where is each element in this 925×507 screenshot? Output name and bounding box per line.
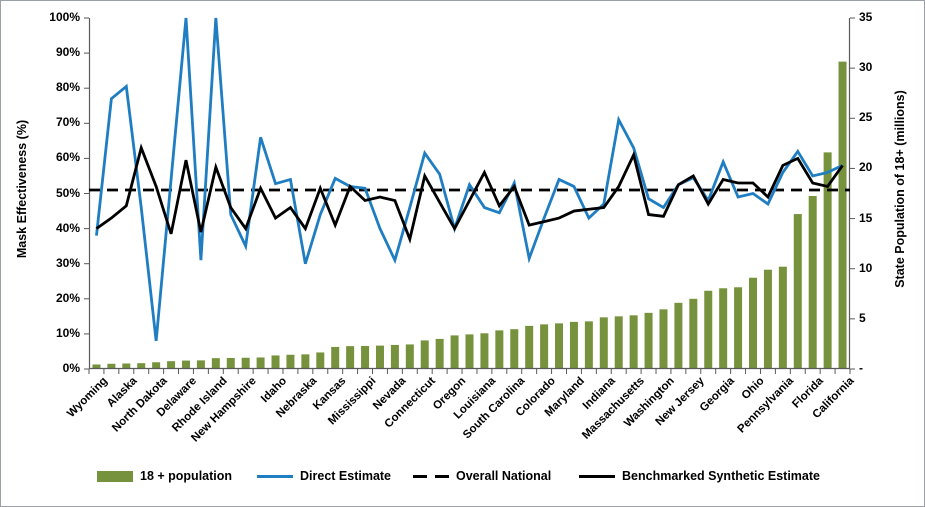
population-bar (256, 357, 265, 369)
population-bar (510, 329, 519, 369)
population-bar (375, 345, 384, 369)
y-axis-tick-label: 0% (62, 361, 80, 375)
legend-bar-swatch-icon (97, 470, 133, 482)
population-bar (167, 361, 176, 369)
legend-blue-line-icon (257, 474, 293, 478)
y-axis-tick-label: 50% (55, 185, 80, 200)
population-bar (361, 345, 370, 369)
legend-label: Direct Estimate (300, 469, 392, 483)
population-bar (271, 355, 280, 369)
y-axis-tick-label: 15 (859, 210, 873, 225)
population-bar (584, 321, 593, 369)
population-bar (793, 214, 802, 369)
population-bar (211, 358, 220, 369)
population-bar (331, 346, 340, 369)
population-bar (405, 344, 414, 369)
legend-label: 18 + population (140, 469, 233, 483)
population-bar (420, 340, 429, 369)
population-bar (226, 357, 235, 369)
population-bar (346, 346, 355, 369)
population-bar (763, 269, 772, 369)
y-axis-tick-label: 25 (859, 110, 873, 125)
legend-item: Direct Estimate (257, 459, 391, 493)
right-axis-title-text: State Population of 18+ (millions) (893, 89, 907, 288)
legend-item: 18 + population (97, 459, 232, 493)
population-bar (480, 333, 489, 369)
population-bar (644, 312, 653, 369)
y-axis-tick-label: 90% (55, 45, 80, 60)
population-bar (749, 277, 758, 369)
legend-black-line-icon (579, 474, 615, 478)
population-bar (540, 324, 549, 369)
population-bar (823, 152, 832, 369)
y-axis-tick-label: 5 (859, 310, 866, 325)
chart-canvas (84, 17, 855, 374)
population-bar (734, 287, 743, 369)
population-bar (181, 360, 190, 369)
direct-estimate-line (95, 17, 844, 342)
population-bar (196, 360, 205, 369)
legend-item: Overall National (413, 459, 551, 493)
population-bar (629, 315, 638, 369)
population-bar (704, 290, 713, 369)
population-bar (152, 362, 161, 369)
population-bar (241, 357, 250, 369)
population-bar (674, 302, 683, 369)
population-bar (599, 317, 608, 369)
y-axis-tick-label: 100% (49, 10, 80, 24)
x-axis-label: Ohio (739, 375, 767, 403)
y-axis-tick-label: 30 (859, 60, 873, 75)
left-axis-title: Mask Effectiveness (%) (7, 1, 37, 376)
plot-area (84, 17, 855, 374)
population-bar (838, 61, 847, 369)
population-bar (465, 334, 474, 369)
legend-label: Overall National (456, 469, 552, 483)
left-axis-title-text: Mask Effectiveness (%) (15, 119, 30, 258)
legend-item: Benchmarked Synthetic Estimate (579, 459, 820, 493)
y-axis-tick-label: 20 (859, 160, 873, 175)
y-axis-tick-label: 10% (55, 325, 80, 340)
y-axis-tick-label: 60% (55, 150, 80, 165)
population-bar (286, 354, 295, 369)
y-axis-tick-label: 80% (55, 80, 80, 95)
y-axis-tick-label: 20% (55, 290, 80, 305)
population-bar (778, 266, 787, 369)
y-axis-tick-label: 10 (859, 260, 873, 275)
chart-legend: 18 + population Direct Estimate Overall Na… (1, 459, 924, 493)
population-bar (107, 363, 116, 369)
population-bar (92, 364, 101, 369)
benchmarked-synthetic-line (95, 143, 844, 244)
y-axis-tick-label: 40% (55, 220, 80, 235)
population-bar (555, 323, 564, 369)
population-bar (122, 363, 131, 369)
y-axis-tick-label: 35 (859, 10, 873, 24)
y-axis-tick-label: 70% (55, 115, 80, 130)
population-bar (137, 363, 146, 369)
population-bar (435, 338, 444, 369)
population-bar (614, 316, 623, 369)
population-bar (569, 321, 578, 369)
population-bar (495, 330, 504, 369)
legend-label: Benchmarked Synthetic Estimate (622, 469, 820, 483)
y-axis-tick-label: - (859, 361, 863, 375)
population-bar (659, 309, 668, 369)
population-bar (301, 354, 310, 369)
population-bar (808, 196, 817, 369)
legend-dashed-line-icon (413, 474, 449, 478)
population-bar (689, 298, 698, 369)
population-bar (390, 344, 399, 369)
population-bar (450, 335, 459, 369)
population-bar (525, 325, 534, 369)
y-axis-tick-label: 30% (55, 255, 80, 270)
right-axis-title: State Population of 18+ (millions) (885, 1, 915, 376)
population-bar (316, 352, 325, 369)
population-bar (719, 288, 728, 369)
x-axis-label: Wyoming (65, 375, 110, 420)
